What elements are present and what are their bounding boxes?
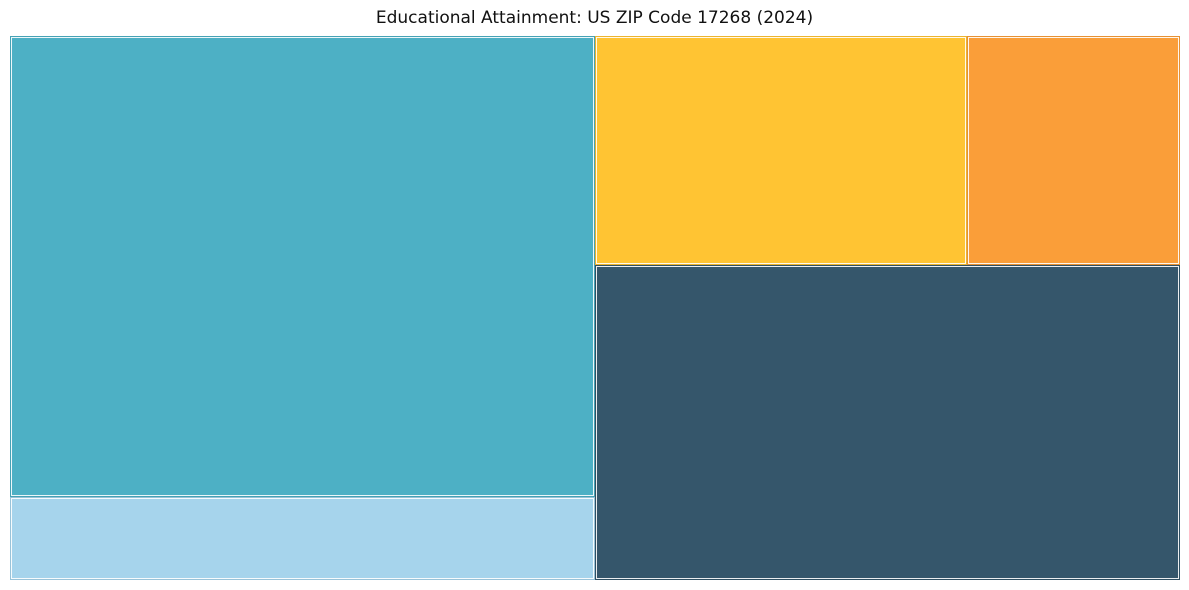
tile-light-blue[interactable] bbox=[10, 496, 595, 580]
chart-title: Educational Attainment: US ZIP Code 1726… bbox=[375, 8, 814, 28]
tile-yellow[interactable] bbox=[595, 36, 968, 266]
treemap-plot-area bbox=[10, 36, 1180, 580]
tile-teal[interactable] bbox=[10, 36, 595, 497]
tile-dark-slate[interactable] bbox=[595, 265, 1180, 580]
tile-orange[interactable] bbox=[967, 36, 1180, 266]
